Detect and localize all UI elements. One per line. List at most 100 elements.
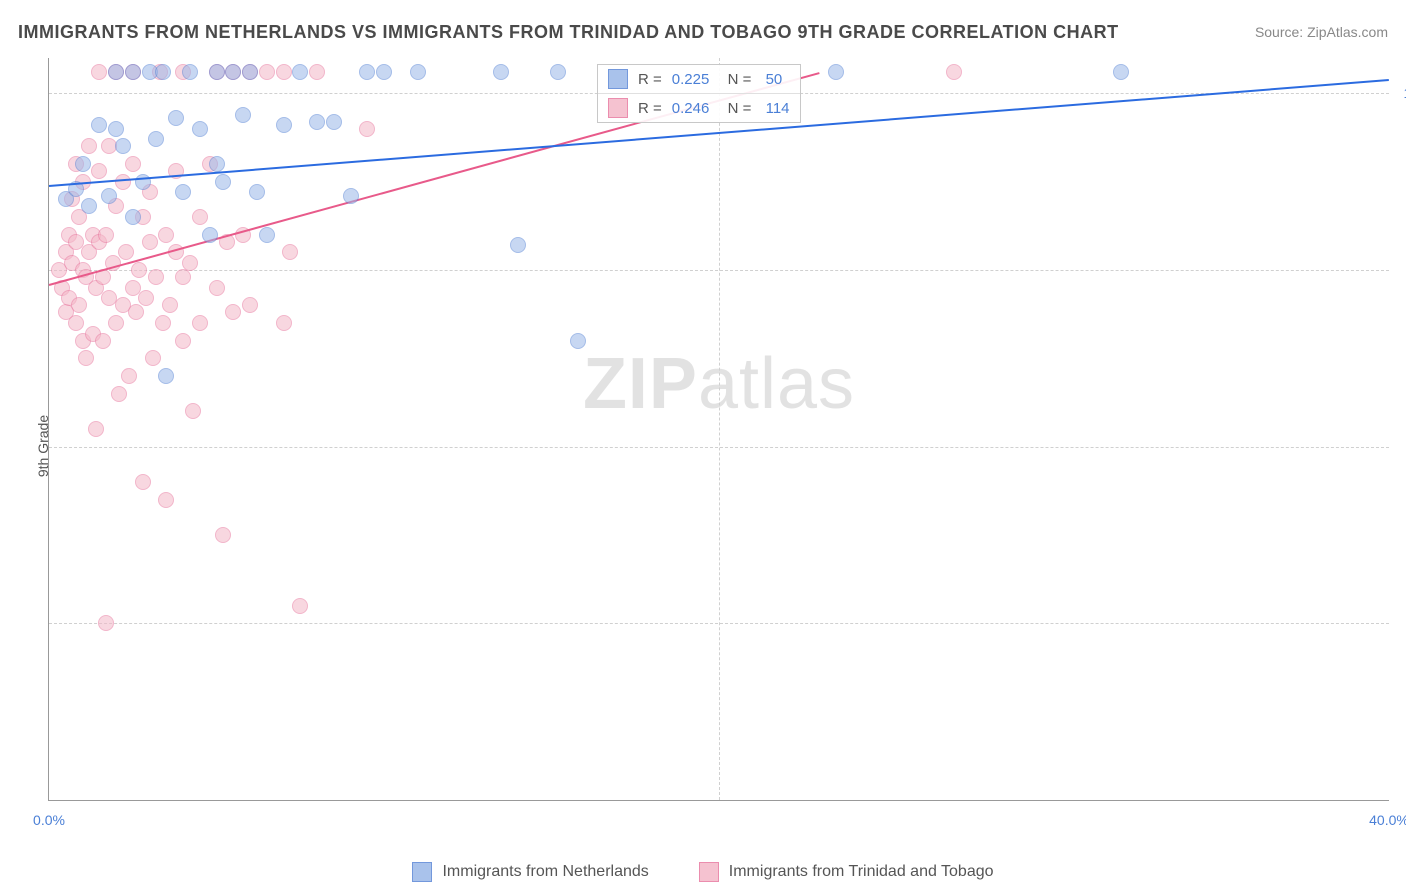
data-point xyxy=(192,209,208,225)
data-point xyxy=(209,156,225,172)
data-point xyxy=(175,184,191,200)
data-point xyxy=(158,492,174,508)
legend-row: R = 0.246 N = 114 xyxy=(598,94,800,122)
data-point xyxy=(108,121,124,137)
data-point xyxy=(309,64,325,80)
data-point xyxy=(215,527,231,543)
data-point xyxy=(118,244,134,260)
data-point xyxy=(168,110,184,126)
correlation-legend: R = 0.225 N = 50R = 0.246 N = 114 xyxy=(597,64,801,123)
legend-row: R = 0.225 N = 50 xyxy=(598,65,800,94)
chart-title: IMMIGRANTS FROM NETHERLANDS VS IMMIGRANT… xyxy=(18,22,1119,43)
data-point xyxy=(111,386,127,402)
data-point xyxy=(215,174,231,190)
data-point xyxy=(225,304,241,320)
data-point xyxy=(121,368,137,384)
x-tick-label: 40.0% xyxy=(1369,812,1406,828)
data-point xyxy=(68,315,84,331)
legend-r-label: R = xyxy=(638,71,662,88)
data-point xyxy=(202,227,218,243)
data-point xyxy=(155,64,171,80)
data-point xyxy=(570,333,586,349)
data-point xyxy=(493,64,509,80)
data-point xyxy=(175,333,191,349)
data-point xyxy=(95,333,111,349)
data-point xyxy=(192,315,208,331)
y-tick-label: 85.0% xyxy=(1395,615,1406,631)
data-point xyxy=(292,64,308,80)
data-point xyxy=(209,280,225,296)
data-point xyxy=(1113,64,1129,80)
scatter-plot-area: ZIPatlas 85.0%90.0%95.0%100.0%0.0%40.0%R… xyxy=(48,58,1389,801)
data-point xyxy=(276,117,292,133)
data-point xyxy=(115,138,131,154)
swatch-icon xyxy=(699,862,719,882)
data-point xyxy=(155,315,171,331)
legend-item-trinidad: Immigrants from Trinidad and Tobago xyxy=(699,862,994,882)
x-tick-label: 0.0% xyxy=(33,812,65,828)
data-point xyxy=(81,198,97,214)
data-point xyxy=(359,121,375,137)
data-point xyxy=(209,64,225,80)
data-point xyxy=(135,174,151,190)
data-point xyxy=(101,188,117,204)
data-point xyxy=(81,138,97,154)
data-point xyxy=(309,114,325,130)
data-point xyxy=(359,64,375,80)
data-point xyxy=(135,474,151,490)
legend-r-value: 0.225 xyxy=(672,71,710,88)
gridline-v xyxy=(719,58,720,800)
watermark-light: atlas xyxy=(698,344,855,424)
legend-n-label: N = xyxy=(719,100,751,117)
data-point xyxy=(410,64,426,80)
swatch-icon xyxy=(412,862,432,882)
data-point xyxy=(91,64,107,80)
data-point xyxy=(510,237,526,253)
data-point xyxy=(376,64,392,80)
data-point xyxy=(125,64,141,80)
data-point xyxy=(78,350,94,366)
legend-label: Immigrants from Netherlands xyxy=(442,863,648,881)
data-point xyxy=(131,262,147,278)
data-point xyxy=(242,297,258,313)
data-point xyxy=(249,184,265,200)
data-point xyxy=(148,131,164,147)
legend-n-label: N = xyxy=(719,71,751,88)
source-label: Source: ZipAtlas.com xyxy=(1255,24,1388,40)
data-point xyxy=(343,188,359,204)
data-point xyxy=(115,174,131,190)
legend-n-value: 50 xyxy=(761,71,782,88)
data-point xyxy=(946,64,962,80)
data-point xyxy=(145,350,161,366)
data-point xyxy=(225,64,241,80)
data-point xyxy=(185,403,201,419)
y-tick-label: 90.0% xyxy=(1395,439,1406,455)
data-point xyxy=(128,304,144,320)
data-point xyxy=(550,64,566,80)
data-point xyxy=(125,209,141,225)
data-point xyxy=(162,297,178,313)
data-point xyxy=(276,64,292,80)
data-point xyxy=(326,114,342,130)
data-point xyxy=(158,227,174,243)
data-point xyxy=(282,244,298,260)
legend-n-value: 114 xyxy=(761,100,789,117)
data-point xyxy=(148,269,164,285)
data-point xyxy=(235,107,251,123)
swatch-icon xyxy=(608,69,628,89)
data-point xyxy=(88,421,104,437)
data-point xyxy=(182,64,198,80)
legend-r-value: 0.246 xyxy=(672,100,710,117)
data-point xyxy=(98,615,114,631)
y-tick-label: 95.0% xyxy=(1395,262,1406,278)
legend-r-label: R = xyxy=(638,100,662,117)
data-point xyxy=(91,163,107,179)
y-tick-label: 100.0% xyxy=(1395,85,1406,101)
data-point xyxy=(142,234,158,250)
data-point xyxy=(108,315,124,331)
data-point xyxy=(259,227,275,243)
data-point xyxy=(259,64,275,80)
data-point xyxy=(175,269,191,285)
data-point xyxy=(71,297,87,313)
data-point xyxy=(108,64,124,80)
